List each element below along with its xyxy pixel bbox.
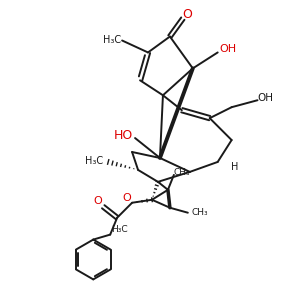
Text: H₃C: H₃C <box>103 34 121 44</box>
Text: OH: OH <box>219 44 236 55</box>
Text: H₃C: H₃C <box>111 225 128 234</box>
Text: H₃C: H₃C <box>85 156 103 166</box>
Text: CH₃: CH₃ <box>173 168 190 177</box>
Text: O: O <box>182 8 192 21</box>
Text: CH₃: CH₃ <box>191 208 208 217</box>
Text: H: H <box>231 162 238 172</box>
Text: O: O <box>94 196 103 206</box>
Text: HO: HO <box>113 129 133 142</box>
Text: OH: OH <box>257 93 274 103</box>
Text: O: O <box>123 193 131 203</box>
